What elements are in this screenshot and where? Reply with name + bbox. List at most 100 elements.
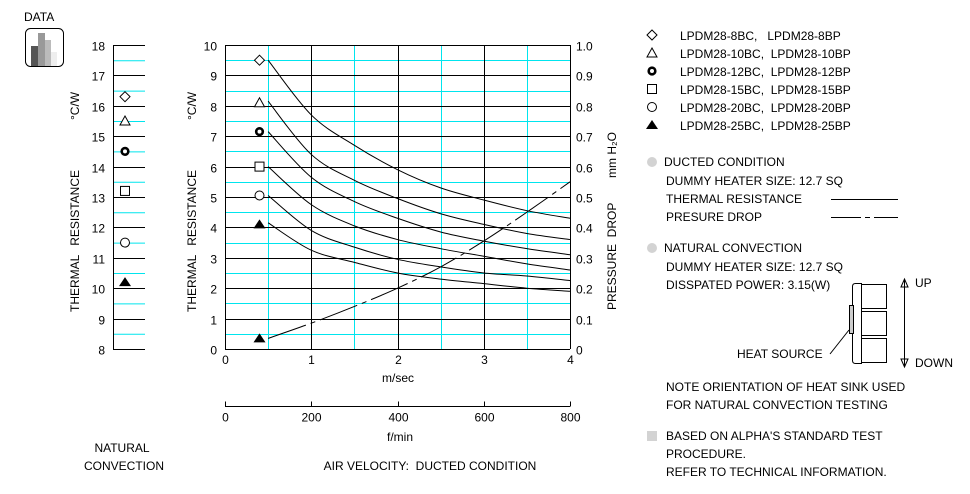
x-tick-label: 2 [395,353,402,367]
pressure-drop-marker [253,333,266,343]
y2-tick-label: 0.9 [576,70,593,84]
x2-tick-label: 0 [222,411,229,425]
ducted-condition-chart: 0 01 0.12 0.23 0.34 0.45 0.56 0.67 0.78 0.89 0.910… [204,40,593,425]
based-note-2: PROCEDURE. [666,447,746,461]
data-point-square [120,185,130,196]
thermal-resistance-curve-dot-circle [267,131,571,256]
data-point-diamond [119,90,131,103]
y-tick-label: 2 [210,283,217,297]
y-tick-label: 16 [92,101,106,115]
data-point-triangle [119,114,131,126]
data-point-dot-circle [120,146,130,156]
series-marker-diamond [253,54,266,66]
legend-marker-triangle [646,46,658,58]
legend-marker-filled-triangle [646,120,658,129]
up-label: UP [915,276,932,290]
x-tick-label: 0 [222,353,229,367]
y-tick-label: 11 [93,253,106,267]
data-label: DATA [24,10,54,24]
left-y-axis-title: THERMAL RESISTANCE [68,170,82,312]
y-tick-label: 10 [92,283,106,297]
thermal-resistance-curve-circle [267,195,571,282]
orientation-note-1: NOTE ORIENTATION OF HEAT SINK USED [666,380,905,394]
chart-caption: AIR VELOCITY: DUCTED CONDITION [324,459,537,473]
y2-tick-label: 0.2 [576,283,593,297]
x2-tick-label: 400 [388,411,408,425]
series-marker-filled-triangle [253,219,266,229]
based-note-1: BASED ON ALPHA'S STANDARD TEST [666,429,883,443]
legend-label: LPDM28-25BC, LPDM28-25BP [680,119,851,133]
heat-sink-diagram [829,277,909,369]
y2-tick-label: 0.1 [576,314,593,328]
legend: LPDM28-8BC, LPDM28-8BP LPDM28-10BC, LPDM2… [646,29,851,133]
x2-axis-title: f/min [387,430,413,444]
legend-marker-circle [647,102,657,112]
orientation-note-2: FOR NATURAL CONVECTION TESTING [666,398,888,412]
x-tick-label: 4 [567,353,574,367]
x-axis-title: m/sec [382,371,414,385]
y-tick-label: 6 [210,162,217,176]
main-y-axis-unit: °C/W [185,91,199,120]
natural-heater-size: DUMMY HEATER SIZE: 12.7 SQ [666,260,843,274]
y-tick-label: 7 [210,131,217,145]
legend-label: LPDM28-20BC, LPDM28-20BP [680,101,851,115]
ducted-bullet-icon [647,157,657,167]
x2-tick-label: 200 [301,411,321,425]
y2-axis-unit: mm H₂O [605,132,619,178]
pressure-drop-key: PRESURE DROP [666,210,762,224]
left-x-label-line1: NATURAL [94,441,149,455]
legend-label: LPDM28-10BC, LPDM28-10BP [680,47,851,61]
natural-convection-chart: 8 9 10 11 12 13 14 15 16 17 18 [92,40,145,358]
y-tick-label: 1 [210,314,217,328]
y2-tick-label: 0.6 [576,162,593,176]
x2-tick-label: 600 [474,411,494,425]
x2-tick-label: 800 [560,411,580,425]
thermal-resistance-curve-triangle [267,100,571,241]
y-tick-label: 9 [210,70,217,84]
heat-source-label: HEAT SOURCE [737,347,823,361]
legend-marker-diamond [646,29,658,41]
data-point-circle [120,237,130,248]
thermal-resistance-key: THERMAL RESISTANCE [666,192,802,206]
bar-chart-icon [25,28,64,67]
data-point-filled-triangle [119,277,131,287]
y-tick-label: 12 [92,222,106,236]
y2-tick-label: 0.7 [576,131,593,145]
y-tick-label: 5 [210,192,217,206]
main-y-axis-title: THERMAL RESISTANCE [185,170,199,312]
series-marker-dot-circle [254,127,265,137]
y-tick-label: 8 [210,101,217,115]
series-marker-square [254,161,265,172]
y-tick-label: 15 [92,131,106,145]
y-tick-label: 8 [98,344,105,358]
ducted-title: DUCTED CONDITION [664,155,785,169]
y2-tick-label: 1.0 [576,40,593,54]
y-tick-label: 0 [210,344,217,358]
y-tick-label: 13 [92,192,106,206]
y2-tick-label: 0.3 [576,253,593,267]
dissipated-power: DISSPATED POWER: 3.15(W) [666,278,830,292]
natural-title: NATURAL CONVECTION [664,241,802,255]
natural-bullet-icon [647,243,657,253]
y2-tick-label: 0.4 [576,222,593,236]
legend-marker-dot-circle [647,66,657,76]
legend-marker-square [647,84,657,94]
pressure-drop-curve [267,181,571,339]
x-tick-label: 1 [308,353,315,367]
y-tick-label: 17 [92,70,106,84]
y2-tick-label: 0.5 [576,192,593,206]
y-tick-label: 4 [210,222,217,236]
y-tick-label: 9 [98,314,105,328]
thermal-resistance-curve-filled-triangle [267,222,571,292]
ducted-heater-size: DUMMY HEATER SIZE: 12.7 SQ [666,174,843,188]
y-tick-label: 10 [204,40,218,54]
legend-label: LPDM28-12BC, LPDM28-12BP [680,65,851,79]
left-y-axis-unit: °C/W [68,91,82,120]
y-tick-label: 14 [92,162,106,176]
series-marker-circle [254,190,265,201]
thermal-resistance-curve-diamond [267,59,571,219]
legend-label: LPDM28-8BC, LPDM28-8BP [680,29,841,43]
series-marker-triangle [253,96,266,108]
legend-label: LPDM28-15BC, LPDM28-15BP [680,83,851,97]
